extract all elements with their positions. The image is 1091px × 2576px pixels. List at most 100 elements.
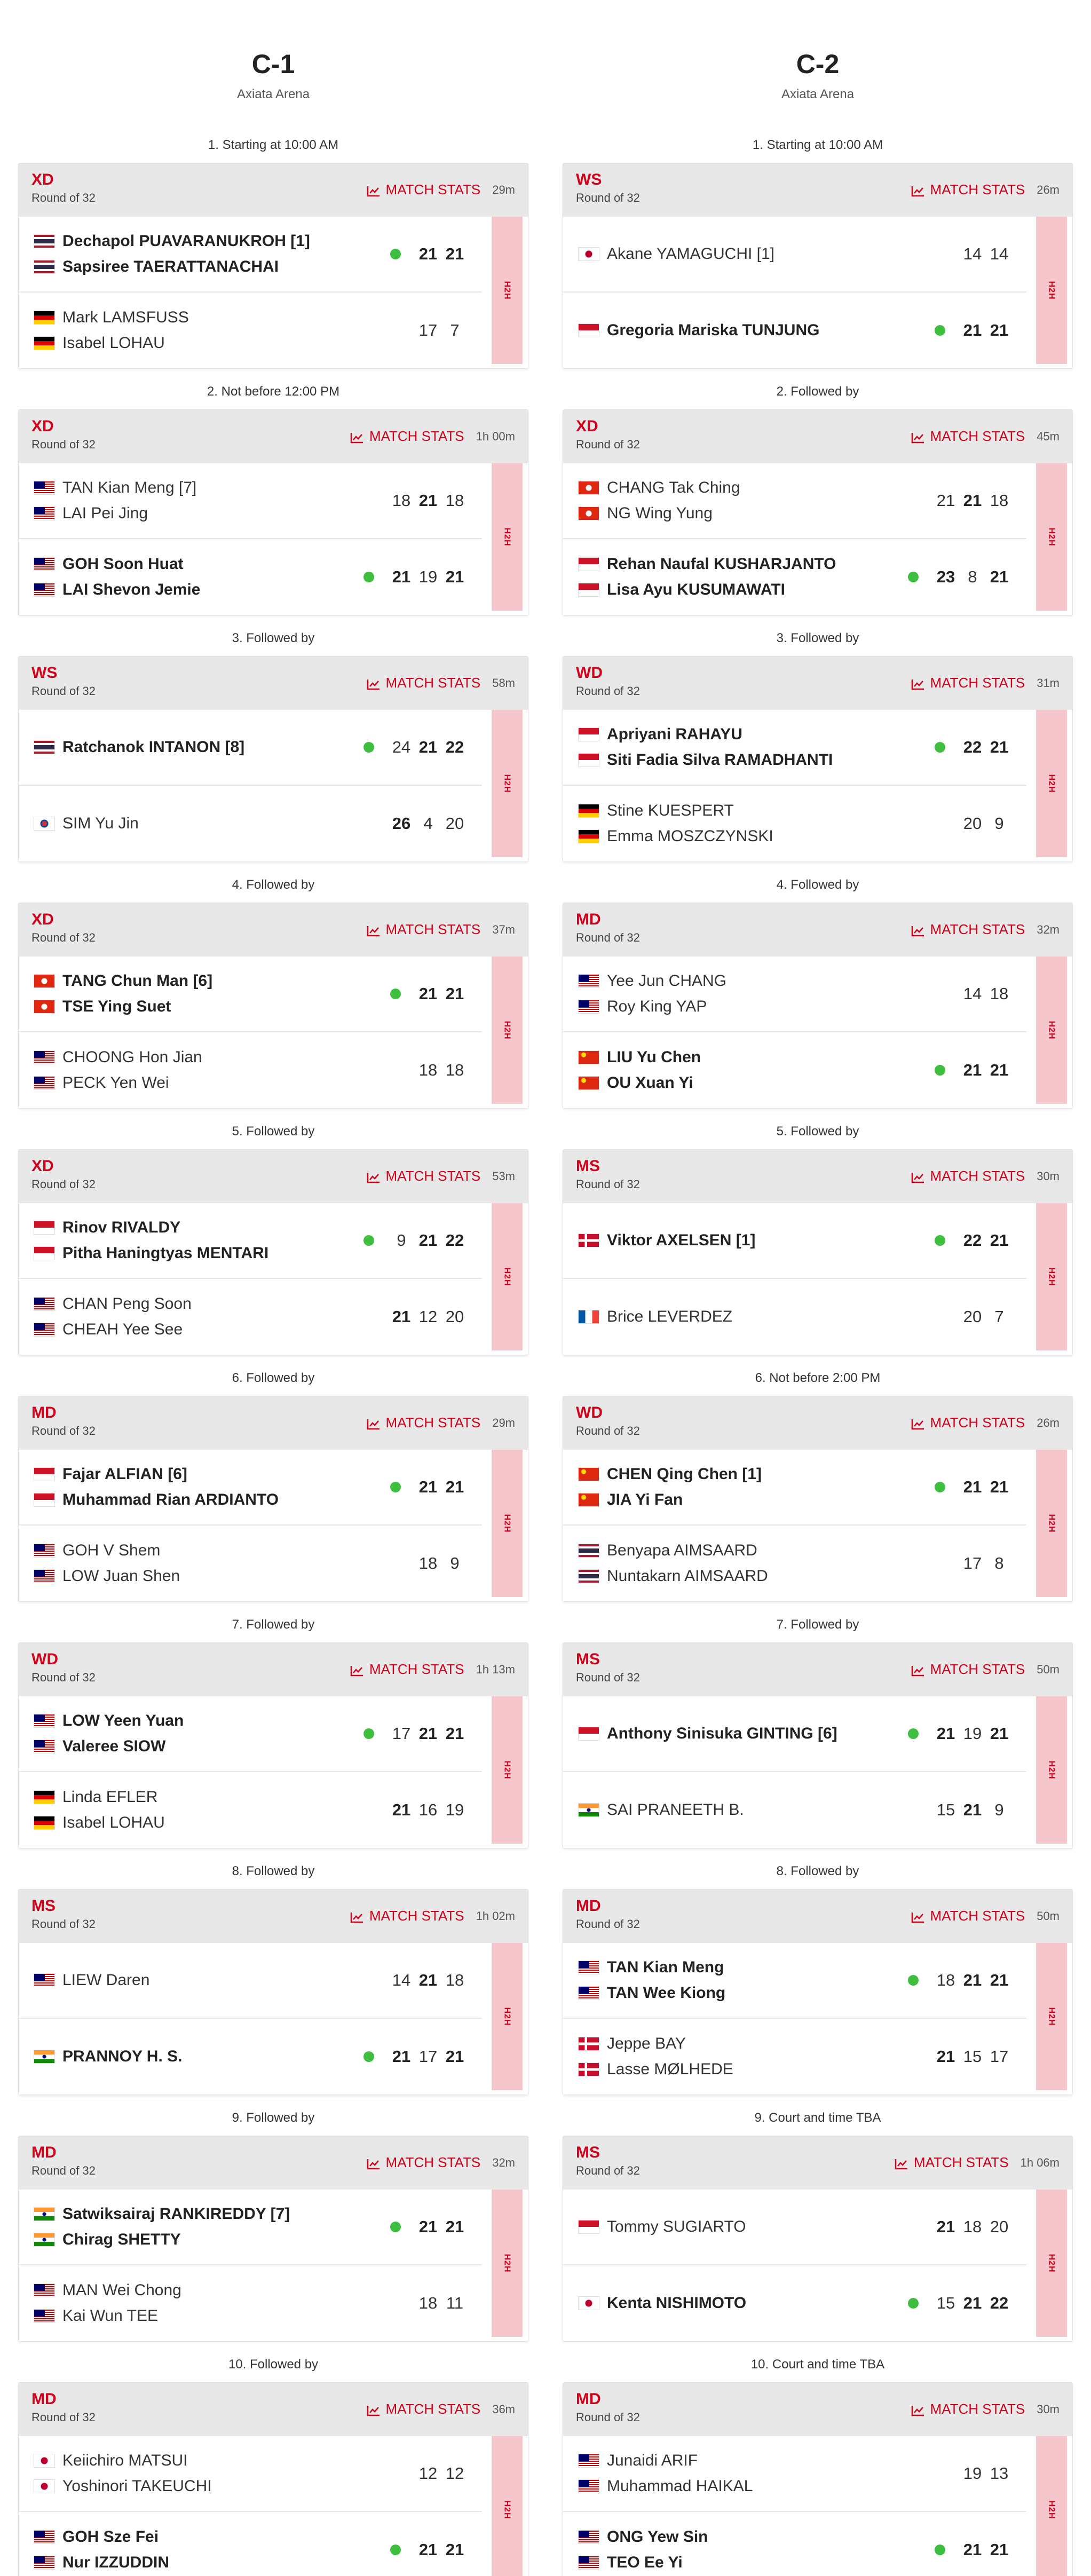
match-card[interactable]: MD Round of 32 MATCH STATS 32m Satwiksairaj … (18, 2136, 528, 2342)
match-card[interactable]: MD Round of 32 MATCH STATS 29m Fajar ALFIAN … (18, 1396, 528, 1602)
h2h-button[interactable]: H2H (1036, 710, 1067, 857)
h2h-button[interactable]: H2H (1036, 1943, 1067, 2090)
h2h-button[interactable]: H2H (1036, 463, 1067, 611)
match-stats-button[interactable]: MATCH STATS (911, 675, 1025, 691)
match-card[interactable]: MD Round of 32 MATCH STATS 32m Yee Jun CHANG… (563, 903, 1073, 1109)
match-card[interactable]: XD Round of 32 MATCH STATS 53m Rinov RIVALDY… (18, 1149, 528, 1355)
team-top[interactable]: Ratchanok INTANON [8] 24 21 22 (19, 710, 482, 786)
match-card[interactable]: MS Round of 32 MATCH STATS 1h 06m Tommy SUGI… (563, 2136, 1073, 2342)
match-stats-button[interactable]: MATCH STATS (350, 428, 464, 445)
team-top[interactable]: TAN Kian Meng [7] LAI Pei Jing 18 21 18 (19, 463, 482, 539)
team-top[interactable]: Keiichiro MATSUI Yoshinori TAKEUCHI 12 12 (19, 2436, 482, 2512)
team-bottom[interactable]: GOH V Shem LOW Juan Shen 18 9 (19, 1526, 482, 1601)
match-card[interactable]: MS Round of 32 MATCH STATS 1h 02m LIEW Daren… (18, 1889, 528, 2095)
match-stats-button[interactable]: MATCH STATS (911, 1168, 1025, 1184)
h2h-button[interactable]: H2H (1036, 217, 1067, 364)
h2h-button[interactable]: H2H (1036, 957, 1067, 1104)
match-stats-button[interactable]: MATCH STATS (911, 921, 1025, 938)
match-stats-button[interactable]: MATCH STATS (350, 1908, 464, 1924)
match-stats-button[interactable]: MATCH STATS (911, 1661, 1025, 1678)
match-card[interactable]: WS Round of 32 MATCH STATS 58m Ratchanok INT… (18, 656, 528, 862)
team-top[interactable]: Fajar ALFIAN [6] Muhammad Rian ARDIANTO 21… (19, 1450, 482, 1526)
h2h-button[interactable]: H2H (492, 957, 523, 1104)
h2h-button[interactable]: H2H (1036, 1450, 1067, 1597)
team-top[interactable]: Anthony Sinisuka GINTING [6] 21 19 21 (563, 1696, 1026, 1772)
match-stats-button[interactable]: MATCH STATS (911, 428, 1025, 445)
team-bottom[interactable]: SIM Yu Jin 26 4 20 (19, 786, 482, 862)
match-card[interactable]: MD Round of 32 MATCH STATS 30m Junaidi ARIF M… (563, 2382, 1073, 2576)
match-stats-button[interactable]: MATCH STATS (911, 1415, 1025, 1431)
h2h-button[interactable]: H2H (492, 710, 523, 857)
match-card[interactable]: XD Round of 32 MATCH STATS 1h 00m TAN Kian M… (18, 409, 528, 615)
team-top[interactable]: LIEW Daren 14 21 18 (19, 1943, 482, 2019)
team-bottom[interactable]: MAN Wei Chong Kai Wun TEE 18 11 (19, 2265, 482, 2341)
team-top[interactable]: CHEN Qing Chen [1] JIA Yi Fan 21 21 (563, 1450, 1026, 1526)
team-top[interactable]: TAN Kian Meng TAN Wee Kiong 18 21 21 (563, 1943, 1026, 2019)
match-stats-button[interactable]: MATCH STATS (911, 181, 1025, 198)
match-card[interactable]: XD Round of 32 MATCH STATS 37m TANG Chun Man… (18, 903, 528, 1109)
h2h-button[interactable]: H2H (492, 1943, 523, 2090)
match-stats-button[interactable]: MATCH STATS (367, 181, 480, 198)
match-card[interactable]: MD Round of 32 MATCH STATS 36m Keiichiro MAT… (18, 2382, 528, 2576)
match-card[interactable]: MD Round of 32 MATCH STATS 50m TAN Kian Meng… (563, 1889, 1073, 2095)
team-bottom[interactable]: GOH Sze Fei Nur IZZUDDIN 21 21 (19, 2512, 482, 2576)
team-top[interactable]: CHANG Tak Ching NG Wing Yung 21 21 18 (563, 463, 1026, 539)
match-card[interactable]: XD Round of 32 MATCH STATS 45m CHANG Tak Chi… (563, 409, 1073, 615)
match-stats-button[interactable]: MATCH STATS (911, 1908, 1025, 1924)
team-top[interactable]: TANG Chun Man [6] TSE Ying Suet 21 21 (19, 957, 482, 1032)
team-bottom[interactable]: Brice LEVERDEZ 20 7 (563, 1279, 1026, 1355)
team-top[interactable]: Satwiksairaj RANKIREDDY [7] Chirag SHETTY… (19, 2190, 482, 2265)
match-card[interactable]: WD Round of 32 MATCH STATS 1h 13m LOW Yeen Y… (18, 1642, 528, 1848)
h2h-button[interactable]: H2H (492, 217, 523, 364)
h2h-button[interactable]: H2H (1036, 2190, 1067, 2337)
match-card[interactable]: WD Round of 32 MATCH STATS 31m Apriyani RAHA… (563, 656, 1073, 862)
team-bottom[interactable]: CHAN Peng Soon CHEAH Yee See 21 12 20 (19, 1279, 482, 1355)
h2h-button[interactable]: H2H (492, 463, 523, 611)
match-card[interactable]: MS Round of 32 MATCH STATS 50m Anthony Sinis… (563, 1642, 1073, 1848)
match-stats-button[interactable]: MATCH STATS (350, 1661, 464, 1678)
team-top[interactable]: Junaidi ARIF Muhammad HAIKAL 19 13 (563, 2436, 1026, 2512)
h2h-button[interactable]: H2H (1036, 2436, 1067, 2576)
team-bottom[interactable]: SAI PRANEETH B. 15 21 9 (563, 1772, 1026, 1848)
team-top[interactable]: Apriyani RAHAYU Siti Fadia Silva RAMADHAN… (563, 710, 1026, 786)
team-bottom[interactable]: Stine KUESPERT Emma MOSZCZYNSKI 20 9 (563, 786, 1026, 862)
team-bottom[interactable]: Mark LAMSFUSS Isabel LOHAU 17 7 (19, 293, 482, 368)
match-stats-button[interactable]: MATCH STATS (367, 2401, 480, 2417)
team-bottom[interactable]: PRANNOY H. S. 21 17 21 (19, 2019, 482, 2095)
h2h-button[interactable]: H2H (492, 2436, 523, 2576)
team-top[interactable]: Tommy SUGIARTO 21 18 20 (563, 2190, 1026, 2265)
match-stats-button[interactable]: MATCH STATS (367, 921, 480, 938)
team-bottom[interactable]: Rehan Naufal KUSHARJANTO Lisa Ayu KUSUMAW… (563, 539, 1026, 615)
team-bottom[interactable]: Benyapa AIMSAARD Nuntakarn AIMSAARD 17 8 (563, 1526, 1026, 1601)
h2h-button[interactable]: H2H (492, 2190, 523, 2337)
h2h-button[interactable]: H2H (492, 1696, 523, 1844)
h2h-button[interactable]: H2H (1036, 1203, 1067, 1350)
team-top[interactable]: Rinov RIVALDY Pitha Haningtyas MENTARI 9 21… (19, 1203, 482, 1279)
match-card[interactable]: MS Round of 32 MATCH STATS 30m Viktor AXELSE… (563, 1149, 1073, 1355)
match-stats-button[interactable]: MATCH STATS (895, 2154, 1009, 2171)
match-stats-button[interactable]: MATCH STATS (367, 1415, 480, 1431)
team-bottom[interactable]: Linda EFLER Isabel LOHAU 21 16 19 (19, 1772, 482, 1848)
h2h-button[interactable]: H2H (492, 1450, 523, 1597)
team-bottom[interactable]: Jeppe BAY Lasse MØLHEDE 21 15 17 (563, 2019, 1026, 2095)
match-card[interactable]: WS Round of 32 MATCH STATS 26m Akane YAMAGUC… (563, 163, 1073, 369)
match-stats-button[interactable]: MATCH STATS (367, 1168, 480, 1184)
h2h-button[interactable]: H2H (492, 1203, 523, 1350)
match-stats-button[interactable]: MATCH STATS (911, 2401, 1025, 2417)
match-card[interactable]: WD Round of 32 MATCH STATS 26m CHEN Qing Che… (563, 1396, 1073, 1602)
team-top[interactable]: Akane YAMAGUCHI [1] 14 14 (563, 217, 1026, 293)
team-bottom[interactable]: CHOONG Hon Jian PECK Yen Wei 18 18 (19, 1032, 482, 1108)
team-top[interactable]: LOW Yeen Yuan Valeree SIOW 17 21 21 (19, 1696, 482, 1772)
team-top[interactable]: Yee Jun CHANG Roy King YAP 14 18 (563, 957, 1026, 1032)
team-bottom[interactable]: Kenta NISHIMOTO 15 21 22 (563, 2265, 1026, 2341)
team-bottom[interactable]: ONG Yew Sin TEO Ee Yi 21 21 (563, 2512, 1026, 2576)
h2h-button[interactable]: H2H (1036, 1696, 1067, 1844)
match-stats-button[interactable]: MATCH STATS (367, 675, 480, 691)
match-card[interactable]: XD Round of 32 MATCH STATS 29m Dechapol PUAV… (18, 163, 528, 369)
team-bottom[interactable]: Gregoria Mariska TUNJUNG 21 21 (563, 293, 1026, 368)
match-stats-button[interactable]: MATCH STATS (367, 2154, 480, 2171)
team-top[interactable]: Viktor AXELSEN [1] 22 21 (563, 1203, 1026, 1279)
team-top[interactable]: Dechapol PUAVARANUKROH [1] Sapsiree TAERA… (19, 217, 482, 293)
team-bottom[interactable]: GOH Soon Huat LAI Shevon Jemie 21 19 21 (19, 539, 482, 615)
team-bottom[interactable]: LIU Yu Chen OU Xuan Yi 21 21 (563, 1032, 1026, 1108)
